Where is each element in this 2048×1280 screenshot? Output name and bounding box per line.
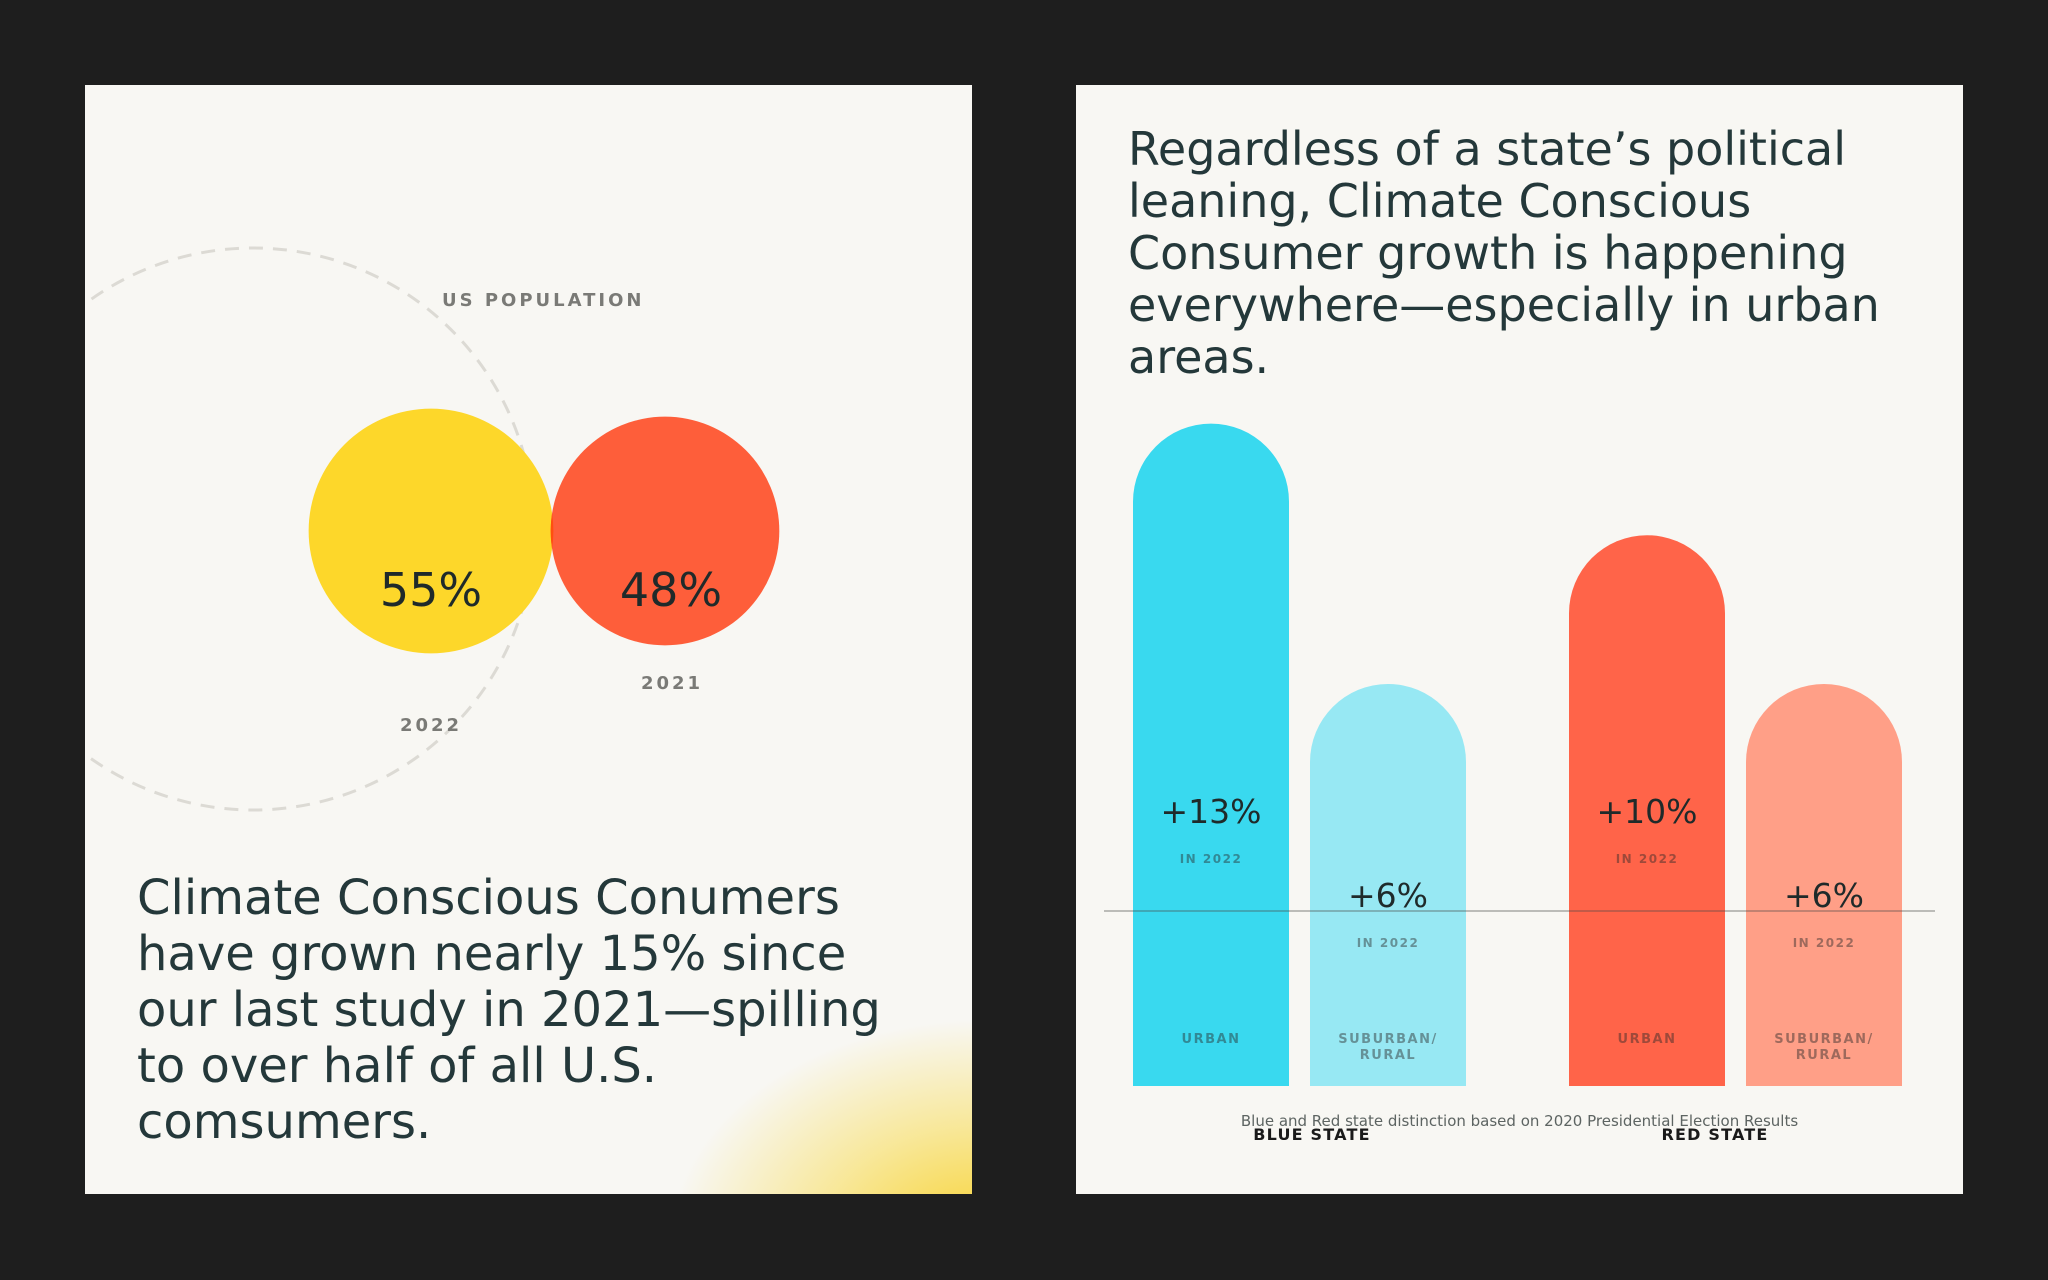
category-label-red-state: RED STATE	[1661, 1125, 1768, 1144]
circle-overlap	[550, 513, 554, 549]
bar-title-blue-state-urban: URBAN	[1182, 1032, 1241, 1047]
bar-sublabel-red-state-suburban: IN 2022	[1793, 936, 1856, 950]
bar-red-state-suburban	[1746, 684, 1902, 1086]
category-label-blue-state: BLUE STATE	[1253, 1125, 1371, 1144]
bar-value-red-state-suburban: +6%	[1784, 876, 1864, 915]
bar-chart-card: Regardless of a state’s political leanin…	[1076, 85, 1963, 1194]
bar-title-red-state-suburban-line2: RURAL	[1796, 1048, 1852, 1063]
venn-value-2021: 48%	[619, 563, 723, 617]
bar-value-blue-state-urban: +13%	[1161, 792, 1262, 831]
venn-year-2022: 2022	[399, 715, 463, 736]
bar-title-blue-state-suburban-line1: SUBURBAN/	[1338, 1032, 1438, 1047]
bar-value-blue-state-suburban: +6%	[1348, 876, 1428, 915]
circle-2022	[308, 408, 554, 654]
circle-2021	[550, 416, 780, 646]
bar-title-red-state-suburban-line1: SUBURBAN/	[1774, 1032, 1874, 1047]
bar-sublabel-red-state-urban: IN 2022	[1616, 852, 1679, 866]
chart-footnote: Blue and Red state distinction based on …	[1240, 1112, 1799, 1130]
bar-blue-state-suburban	[1310, 684, 1466, 1086]
left-headline: Climate Conscious Conumers have grown ne…	[137, 870, 881, 1150]
venn-year-2021: 2021	[640, 673, 704, 694]
bar-sublabel-blue-state-urban: IN 2022	[1180, 852, 1243, 866]
venn-card: US POPULATION 55% 48% 2022 2021 Climate …	[85, 85, 972, 1194]
right-headline: Regardless of a state’s political leanin…	[1128, 122, 1880, 384]
bar-title-blue-state-suburban-line2: RURAL	[1360, 1048, 1416, 1063]
bar-blue-state-urban	[1133, 423, 1289, 1087]
venn-diagram	[85, 246, 780, 812]
venn-value-2022: 55%	[379, 563, 483, 617]
bar-title-red-state-urban: URBAN	[1618, 1032, 1677, 1047]
bar-value-red-state-urban: +10%	[1597, 792, 1698, 831]
us-population-label: US POPULATION	[442, 290, 645, 311]
bar-red-state-urban	[1569, 535, 1725, 1086]
bar-sublabel-blue-state-suburban: IN 2022	[1357, 936, 1420, 950]
bar-chart: +13% IN 2022 URBAN +6% IN 2022 SUBURBAN/RURAL…	[1104, 423, 1935, 1144]
